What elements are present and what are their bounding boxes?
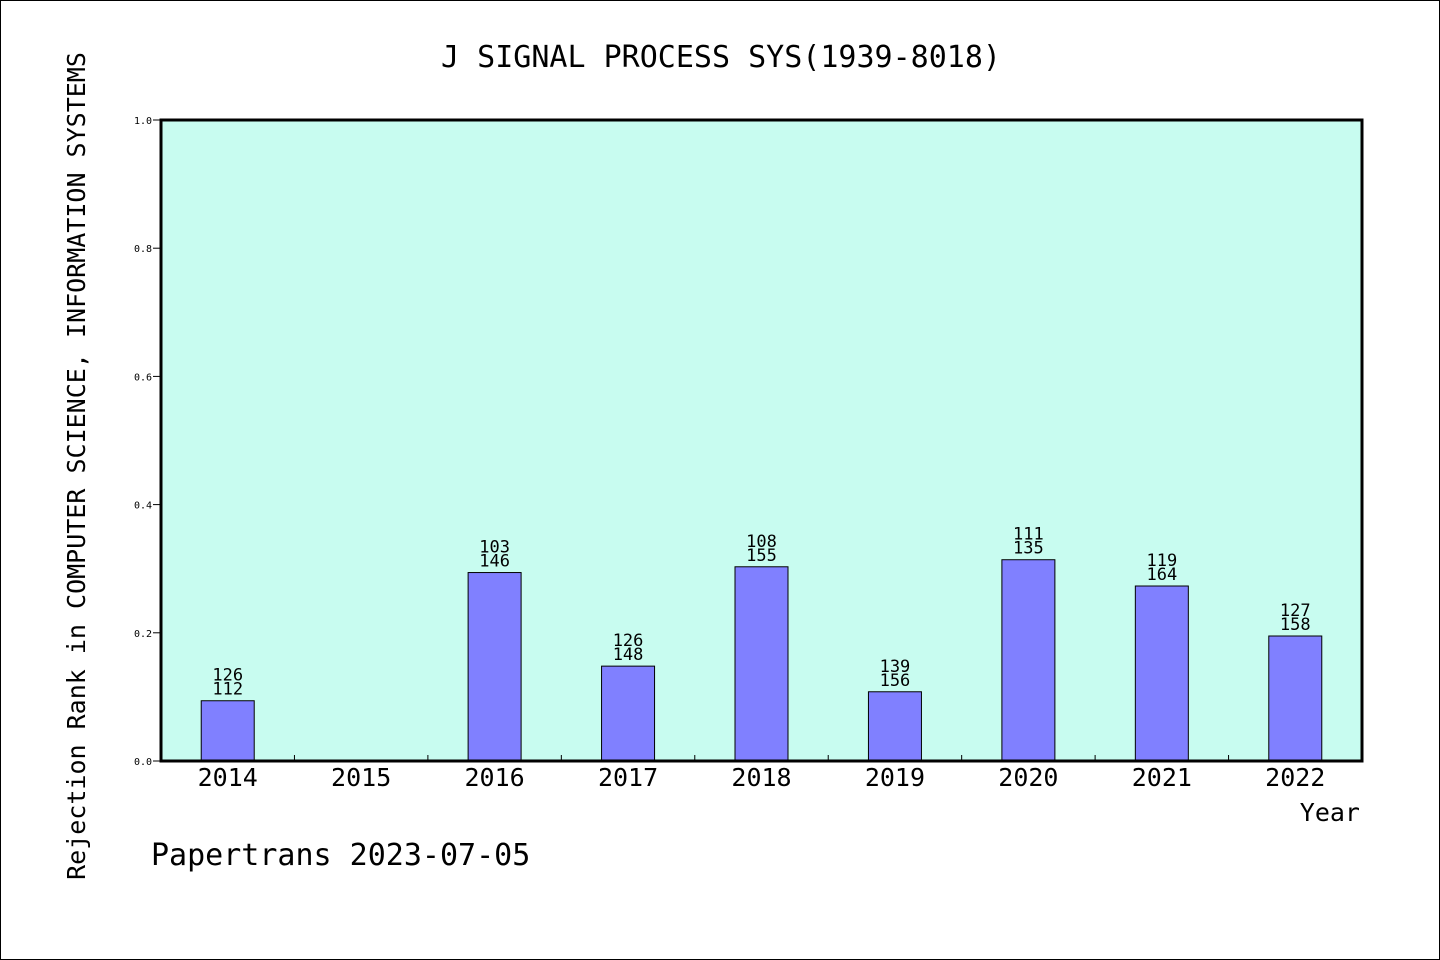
bar-2021 [1134, 585, 1189, 762]
bar-label-2017-2: 148 [613, 645, 644, 665]
bar-label-2022-2: 158 [1280, 615, 1311, 635]
bar-label-2019-2: 156 [880, 671, 911, 691]
footer-credit: Papertrans 2023-07-05 [151, 838, 530, 873]
y-tick-label: 0.4 [134, 501, 152, 512]
bar-label-2014-1: 126 [212, 666, 243, 686]
x-tick-label-2018: 2018 [731, 763, 791, 792]
x-tick-label-2020: 2020 [998, 763, 1058, 792]
bars-layer: 1261121031461261481081551391561111351191… [200, 525, 1323, 762]
bar-label-2021-2: 164 [1146, 565, 1177, 585]
bar-label-2020-1: 111 [1013, 525, 1044, 545]
y-tick-label: 1.0 [134, 116, 152, 127]
x-tick-label-2021: 2021 [1132, 763, 1192, 792]
bar-label-2021-1: 119 [1146, 551, 1177, 571]
bar-2016 [467, 572, 522, 762]
bar-label-2019-1: 139 [880, 657, 911, 677]
bar-2014 [200, 700, 255, 762]
x-axis-ticks: 2014 2015 2016 2017 2018 2019 2020 2021 2022 [198, 755, 1325, 792]
bar-label-2016-1: 103 [479, 538, 510, 558]
x-tick-label-2017: 2017 [598, 763, 658, 792]
bar-2019 [867, 691, 922, 762]
bar-label-2018-2: 155 [746, 546, 777, 566]
bar-2022 [1268, 635, 1323, 762]
chart-title: J SIGNAL PROCESS SYS(1939-8018) [441, 40, 1001, 75]
bar-label-2017-1: 126 [613, 631, 644, 651]
y-tick-label: 0.8 [134, 244, 152, 255]
bar-label-2022-1: 127 [1280, 601, 1311, 621]
x-tick-label-2014: 2014 [198, 763, 258, 792]
y-axis-ticks: 0.0 0.2 0.4 0.6 0.8 1.0 [134, 116, 161, 768]
y-tick-label: 0.2 [134, 629, 152, 640]
bar-label-2018-1: 108 [746, 532, 777, 552]
bar-2017 [601, 665, 656, 762]
bar-label-2020-2: 135 [1013, 539, 1044, 559]
x-tick-label-2019: 2019 [865, 763, 925, 792]
y-tick-label: 0.6 [134, 372, 152, 383]
x-tick-label-2015: 2015 [331, 763, 391, 792]
y-axis-label: Rejection Rank in COMPUTER SCIENCE, INFO… [62, 52, 91, 880]
x-axis-label: Year [1300, 798, 1360, 827]
bar-label-2016-2: 146 [479, 552, 510, 572]
y-tick-label: 0.0 [134, 757, 152, 768]
bar-label-2014-2: 112 [212, 680, 243, 700]
plot-border [159, 118, 1364, 763]
x-tick-label-2022: 2022 [1265, 763, 1325, 792]
bar-2020 [1001, 559, 1056, 762]
bar-2018 [734, 566, 789, 762]
x-tick-label-2016: 2016 [465, 763, 525, 792]
